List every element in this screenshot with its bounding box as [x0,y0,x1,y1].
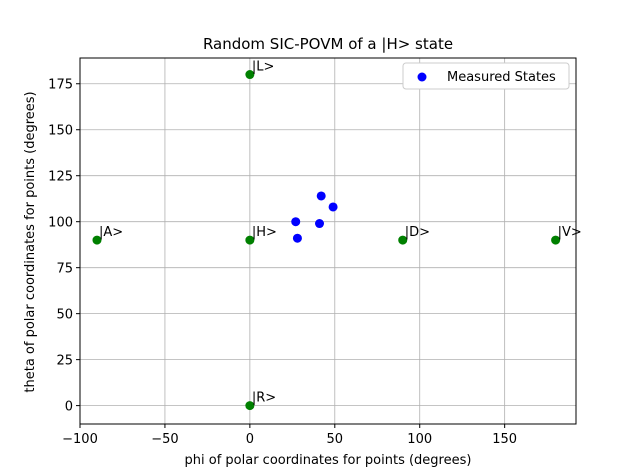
basis-state-label: |L> [252,60,275,75]
measured-state-point [292,233,302,243]
basis-state-point [245,401,255,411]
plot-area-frame [79,57,577,425]
x-tick-label: −100 [62,432,98,447]
x-tick-label: 100 [407,432,432,447]
basis-state-point [92,235,102,245]
y-tick-label: 100 [48,216,73,231]
basis-state-point [398,235,408,245]
y-tick-label: 25 [56,354,73,369]
legend-box [402,62,570,90]
measured-state-point [328,202,338,212]
basis-state-point [245,235,255,245]
basis-state-label: |A> [99,225,123,240]
chart-title: Random SIC-POVM of a |H> state [203,35,453,53]
x-tick-label: 50 [327,432,344,447]
y-tick-label: 150 [48,124,73,139]
x-axis-label: phi of polar coordinates for points (deg… [185,453,472,468]
y-tick-label: 50 [56,308,73,323]
measured-state-point [291,217,301,227]
basis-state-label: |D> [405,225,430,240]
basis-state-point [551,235,561,245]
x-tick-label: 150 [492,432,517,447]
legend-label: Measured States [447,70,556,85]
legend: Measured States [402,62,570,90]
y-axis-ticks: 0 25 50 75 100 125 150 175 [48,78,80,415]
y-tick-label: 75 [56,262,73,277]
y-tick-label: 125 [48,170,73,185]
basis-state-label: |H> [252,225,277,240]
measured-state-point [315,219,325,229]
y-tick-label: 0 [65,400,73,415]
x-tick-label: 0 [246,432,254,447]
legend-marker [417,72,427,82]
y-tick-label: 175 [48,78,73,93]
measured-state-point [316,191,326,201]
basis-state-point [245,70,255,80]
x-axis-ticks: −100 −50 0 50 100 150 [62,424,517,447]
x-tick-label: −50 [151,432,178,447]
basis-state-label: |R> [252,391,276,406]
y-axis-label: theta of polar coordinates for points (d… [23,91,38,392]
basis-state-label: |V> [558,225,582,240]
